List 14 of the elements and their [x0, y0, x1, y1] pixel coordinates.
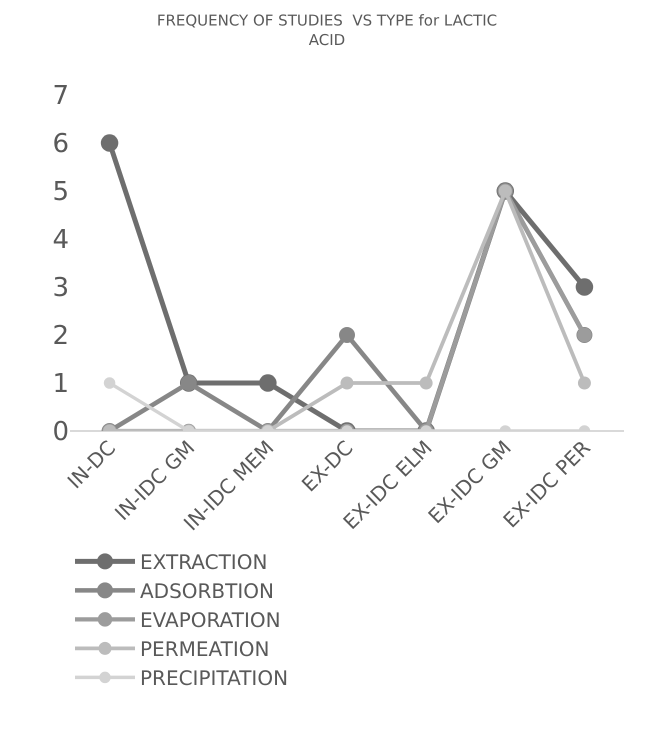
y-tick-label: 2 [52, 321, 69, 352]
y-tick-label: 4 [52, 225, 69, 256]
y-tick-label: 0 [52, 417, 69, 448]
legend-label: PRECIPITATION [140, 666, 288, 690]
chart-title: FREQUENCY OF STUDIES VS TYPE for LACTIC ACID [156, 12, 498, 50]
legend-label: PERMEATION [140, 637, 270, 662]
y-tick-label: 3 [52, 273, 69, 304]
y-tick-label: 1 [52, 369, 69, 400]
y-tick-label: 5 [52, 177, 69, 208]
legend-label: ADSORBTION [140, 579, 274, 604]
legend-label: EVAPORATION [140, 608, 281, 632]
y-tick-label: 6 [52, 129, 69, 160]
legend-label: EXTRACTION [140, 550, 268, 574]
y-tick-label: 7 [52, 81, 69, 112]
